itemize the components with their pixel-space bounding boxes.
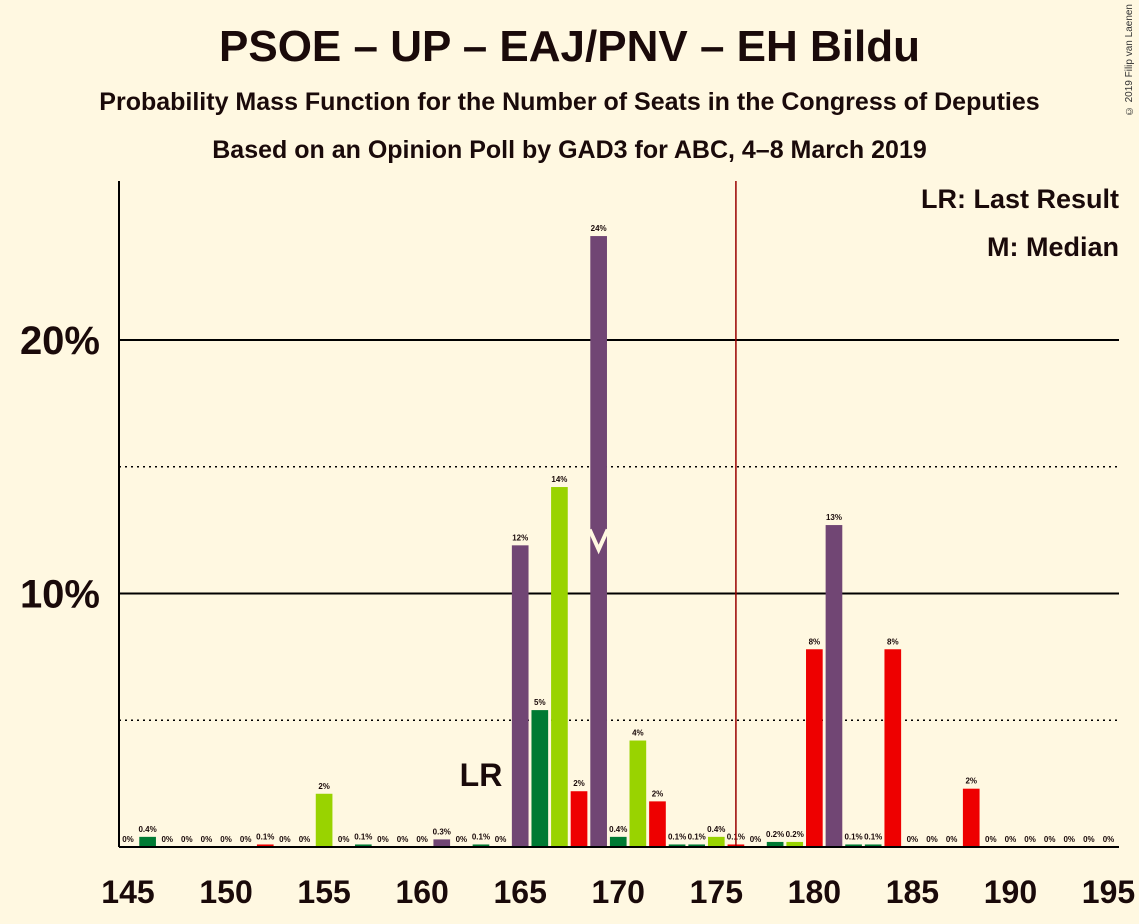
bar-label-194: 0% (1083, 835, 1095, 844)
bar-label-181: 13% (826, 513, 842, 522)
bar-label-161: 0.3% (433, 827, 451, 836)
bar-seat-152 (256, 844, 274, 847)
bar-label-154: 0% (299, 835, 311, 844)
bar-seat-180 (806, 649, 823, 847)
bar-label-157: 0.1% (354, 832, 372, 841)
bar-label-175: 0.4% (707, 825, 725, 834)
bar-seat-178 (766, 841, 784, 847)
bar-seat-166 (531, 710, 549, 847)
bar-seat-169 (590, 236, 607, 847)
bar-label-173: 0.1% (668, 832, 686, 841)
bar-label-156: 0% (338, 835, 350, 844)
bar-label-150: 0% (220, 835, 232, 844)
x-tick-label: 145 (101, 874, 154, 910)
bar-seat-163 (472, 844, 490, 847)
x-tick-label: 170 (592, 874, 645, 910)
bar-seat-183 (864, 844, 882, 847)
bar-label-177: 0% (750, 835, 762, 844)
bar-label-187: 0% (946, 835, 958, 844)
bar-label-147: 0% (161, 835, 173, 844)
x-tick-label: 160 (395, 874, 448, 910)
bar-seat-165 (511, 545, 529, 847)
bar-seat-171 (629, 740, 647, 847)
bar-label-188: 2% (965, 777, 977, 786)
y-tick-label: 10% (20, 573, 100, 617)
x-tick-label: 165 (494, 874, 547, 910)
bar-label-174: 0.1% (688, 832, 706, 841)
bar-label-178: 0.2% (766, 830, 784, 839)
bar-seat-170 (609, 836, 627, 847)
x-tick-label: 155 (297, 874, 350, 910)
bar-seat-179 (786, 841, 804, 847)
bar-label-168: 2% (573, 779, 585, 788)
bar-label-163: 0.1% (472, 832, 490, 841)
bar-label-172: 2% (652, 789, 664, 798)
x-tick-label: 190 (984, 874, 1037, 910)
bar-label-179: 0.2% (786, 830, 804, 839)
chart-title: PSOE – UP – EAJ/PNV – EH Bildu (219, 22, 920, 71)
bar-label-195: 0% (1103, 835, 1115, 844)
bar-seat-157 (354, 844, 372, 847)
bar-label-180: 8% (809, 637, 821, 646)
bar-label-167: 14% (551, 475, 567, 484)
bar-label-151: 0% (240, 835, 252, 844)
bar-label-185: 0% (907, 835, 919, 844)
y-tick-label: 20% (20, 319, 100, 363)
median-marker (587, 528, 610, 555)
bar-label-169: 24% (591, 224, 607, 233)
bar-label-148: 0% (181, 835, 193, 844)
bar-label-159: 0% (397, 835, 409, 844)
bar-label-183: 0.1% (864, 832, 882, 841)
bar-label-160: 0% (416, 835, 428, 844)
bar-label-166: 5% (534, 698, 546, 707)
bar-label-191: 0% (1024, 835, 1036, 844)
bar-seat-146 (139, 836, 156, 847)
bar-label-182: 0.1% (844, 832, 862, 841)
bar-seat-161 (433, 839, 451, 847)
bar-label-190: 0% (1005, 835, 1017, 844)
x-tick-label: 195 (1082, 874, 1135, 910)
bar-seat-182 (845, 844, 862, 847)
bar-label-153: 0% (279, 835, 291, 844)
x-tick-label: 150 (199, 874, 252, 910)
bar-label-146: 0.4% (138, 825, 156, 834)
bar-seat-167 (551, 487, 568, 847)
bar-seat-174 (688, 844, 706, 847)
bar-label-165: 12% (512, 533, 528, 542)
bar-label-170: 0.4% (609, 825, 627, 834)
x-tick-label: 180 (788, 874, 841, 910)
bar-seat-155 (315, 793, 333, 847)
bar-label-149: 0% (201, 835, 213, 844)
legend-last-result: LR: Last Result (920, 184, 1119, 214)
bar-label-152: 0.1% (256, 832, 274, 841)
x-tick-label: 185 (886, 874, 939, 910)
bar-label-171: 4% (632, 729, 644, 738)
bar-seat-188 (962, 788, 980, 847)
x-tick-label: 175 (690, 874, 743, 910)
bar-label-164: 0% (495, 835, 507, 844)
bar-seat-173 (668, 844, 686, 847)
bar-seat-181 (825, 525, 843, 847)
bar-seat-175 (707, 836, 725, 847)
bar-label-145: 0% (122, 835, 134, 844)
bar-label-193: 0% (1063, 835, 1075, 844)
bar-seat-172 (649, 801, 666, 847)
last-result-label: LR (460, 757, 503, 793)
bar-seat-168 (570, 791, 588, 847)
bar-seat-184 (884, 649, 902, 847)
bar-label-162: 0% (456, 835, 468, 844)
chart-subtitle: Probability Mass Function for the Number… (99, 88, 1040, 116)
bar-label-192: 0% (1044, 835, 1056, 844)
bar-label-158: 0% (377, 835, 389, 844)
bar-label-189: 0% (985, 835, 997, 844)
legend-median: M: Median (987, 232, 1119, 262)
bar-label-155: 2% (318, 782, 330, 791)
chart-subtitle-source: Based on an Opinion Poll by GAD3 for ABC… (212, 136, 927, 164)
bar-label-186: 0% (926, 835, 938, 844)
bar-label-184: 8% (887, 637, 899, 646)
